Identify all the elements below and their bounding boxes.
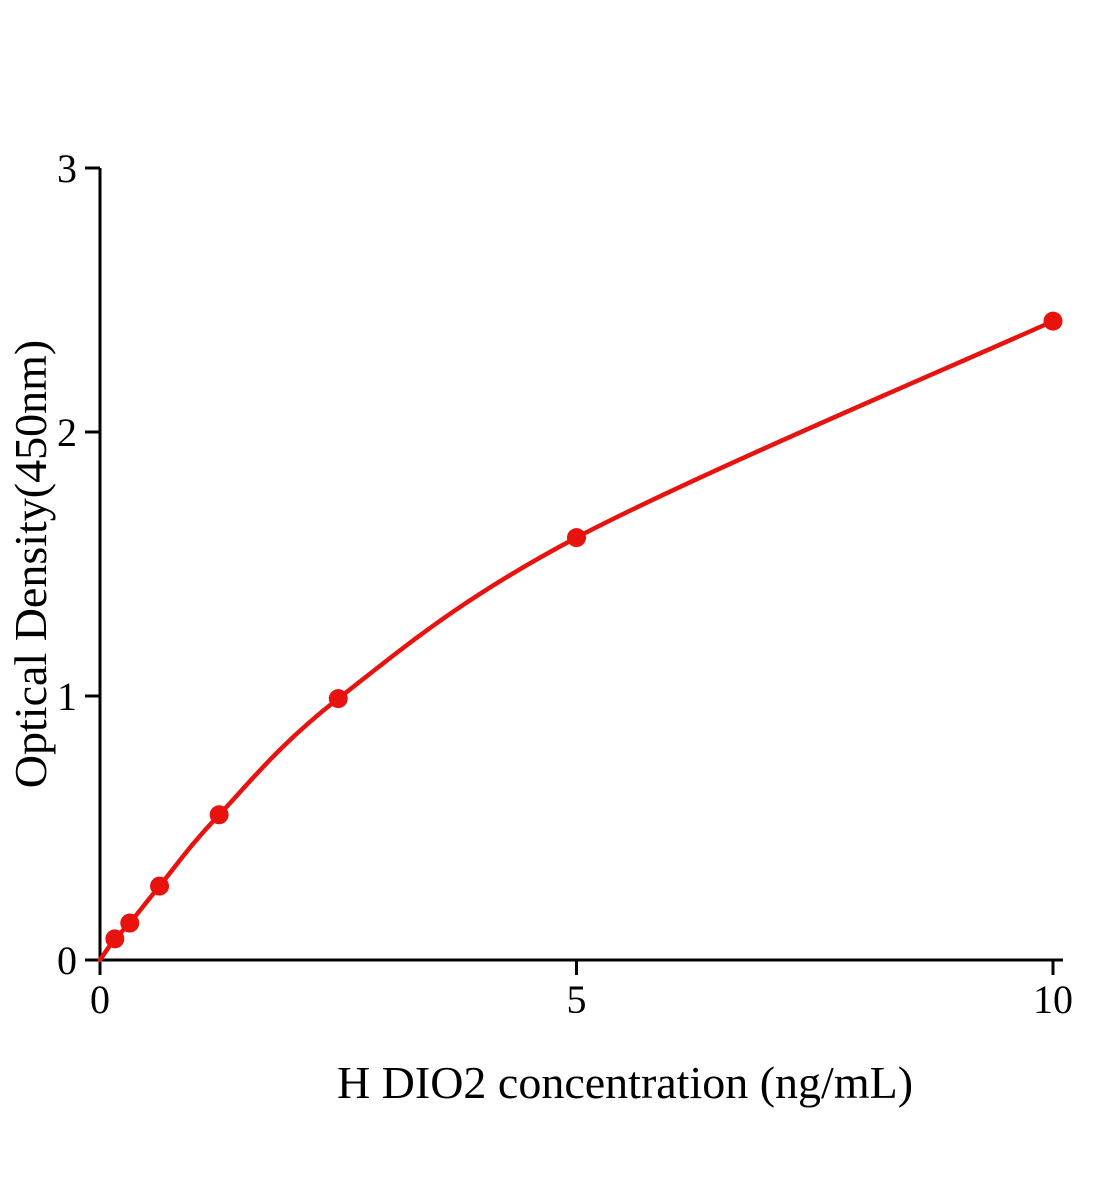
y-tick-label: 0 bbox=[57, 938, 77, 983]
data-point-marker bbox=[105, 929, 125, 949]
data-point-marker bbox=[328, 689, 348, 709]
data-point-marker bbox=[120, 913, 140, 933]
y-tick-label: 3 bbox=[57, 146, 77, 191]
y-tick-label: 2 bbox=[57, 410, 77, 455]
data-point-marker bbox=[209, 805, 229, 825]
y-tick-label: 1 bbox=[57, 674, 77, 719]
x-tick-label: 0 bbox=[90, 977, 110, 1022]
x-tick-label: 5 bbox=[567, 977, 587, 1022]
y-axis-title: Optical Density(450nm) bbox=[5, 340, 56, 788]
curve-line bbox=[97, 318, 1056, 963]
data-point-marker bbox=[567, 528, 586, 548]
data-point-marker bbox=[1043, 311, 1063, 331]
axes: 0 5 10 0 1 2 3 bbox=[57, 146, 1073, 1022]
x-axis-title: H DIO2 concentration (ng/mL) bbox=[337, 1057, 913, 1108]
x-tick-label: 10 bbox=[1033, 977, 1073, 1022]
data-points bbox=[105, 311, 1063, 949]
data-point-marker bbox=[150, 876, 170, 896]
